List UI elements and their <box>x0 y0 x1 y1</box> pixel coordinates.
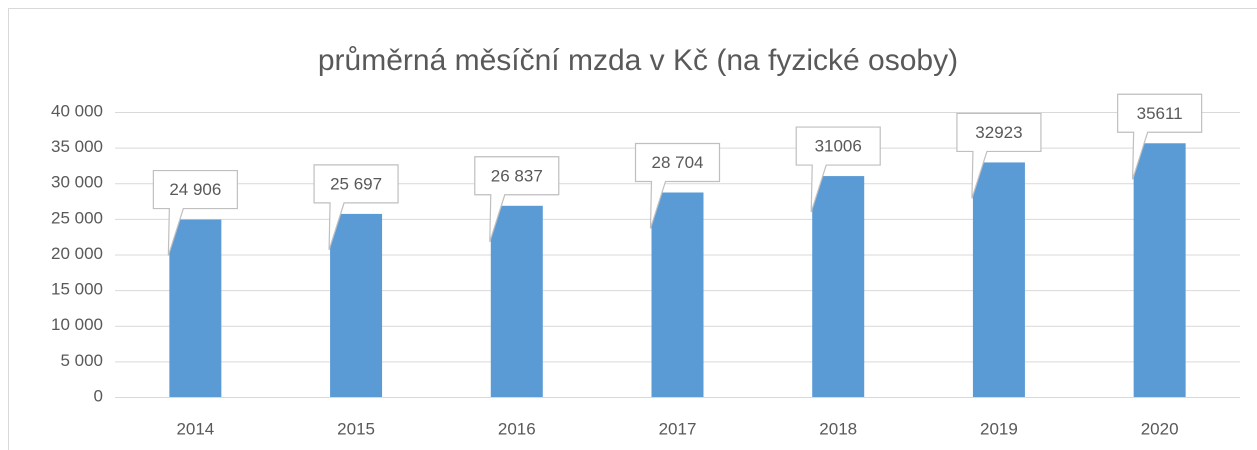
y-tick-label: 0 <box>94 386 103 405</box>
bar <box>651 192 704 397</box>
bar <box>1133 143 1186 397</box>
data-label-callout <box>795 126 881 213</box>
y-tick-label: 15 000 <box>51 280 103 299</box>
data-label: 26 837 <box>491 166 543 185</box>
data-label: 24 906 <box>169 180 221 199</box>
bar <box>169 219 222 397</box>
y-tick-label: 5 000 <box>60 351 103 370</box>
y-tick-label: 40 000 <box>51 101 103 120</box>
y-tick-label: 35 000 <box>51 137 103 156</box>
x-tick-label: 2017 <box>659 419 697 438</box>
data-label-callout <box>956 112 1042 199</box>
bar <box>972 162 1025 397</box>
data-label-callout <box>152 169 238 256</box>
y-tick-label: 30 000 <box>51 173 103 192</box>
x-tick-label: 2019 <box>980 419 1018 438</box>
data-label-callout <box>474 156 560 242</box>
data-label: 25 697 <box>330 174 382 193</box>
chart-title: průměrná měsíční mzda v Kč (na fyzické o… <box>318 44 958 77</box>
x-tick-label: 2016 <box>498 419 536 438</box>
bar <box>812 176 865 397</box>
data-label-callout <box>1117 93 1203 180</box>
data-label: 28 704 <box>652 153 704 172</box>
y-tick-label: 25 000 <box>51 208 103 227</box>
y-tick-label: 20 000 <box>51 244 103 263</box>
data-label: 35611 <box>1137 104 1183 123</box>
data-label-callout <box>313 164 399 251</box>
x-tick-label: 2014 <box>176 419 214 438</box>
bar <box>330 213 383 397</box>
data-label-callout <box>634 142 721 229</box>
data-label: 32923 <box>975 123 1022 142</box>
x-tick-label: 2015 <box>337 419 375 438</box>
data-label: 31006 <box>815 137 862 156</box>
y-tick-label: 10 000 <box>51 315 103 334</box>
x-tick-label: 2018 <box>819 419 857 438</box>
bar <box>490 205 543 397</box>
x-tick-label: 2020 <box>1141 419 1179 438</box>
chart-border <box>8 8 1257 450</box>
